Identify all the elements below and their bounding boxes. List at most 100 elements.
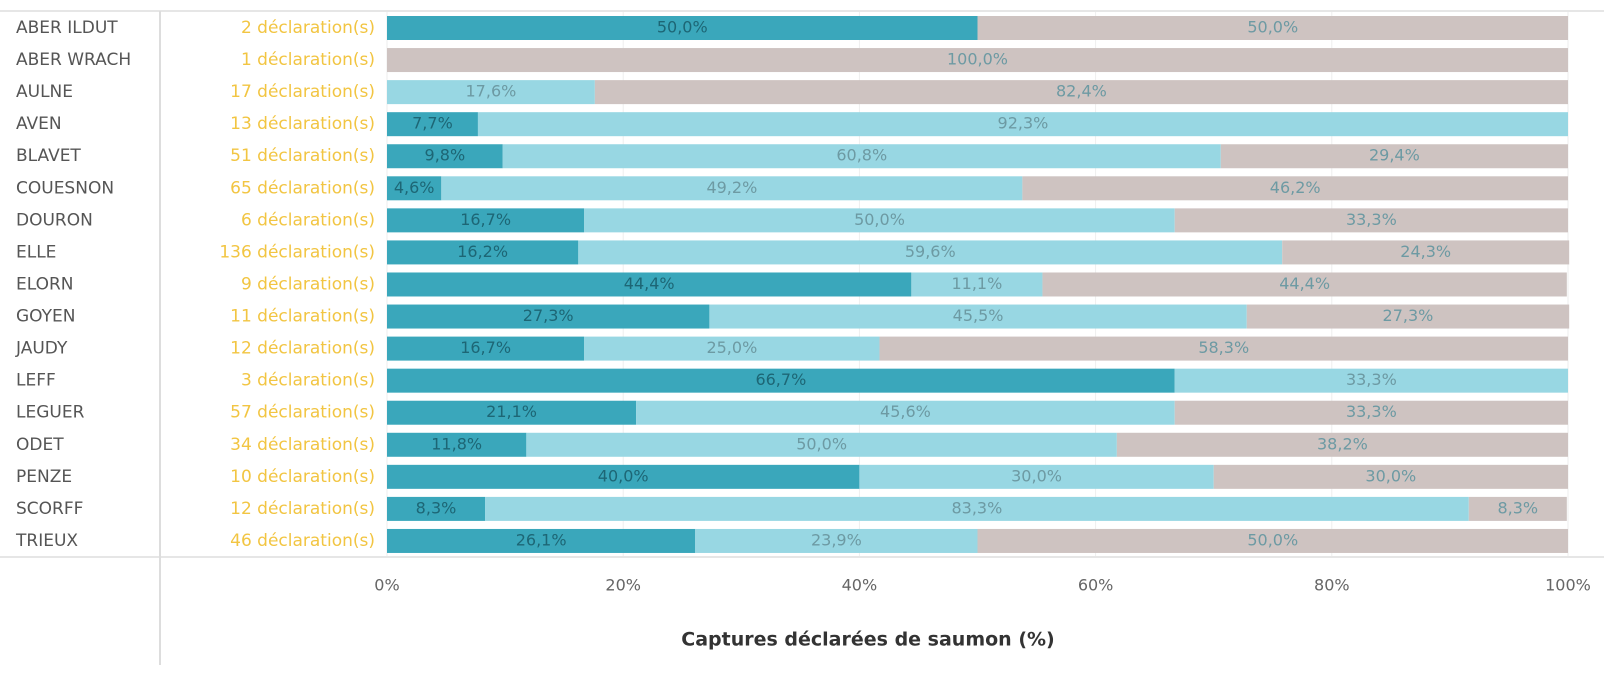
value-label: 66,7% — [755, 370, 806, 389]
value-label: 24,3% — [1400, 242, 1451, 261]
row-label: 13 déclaration(s) — [230, 114, 375, 134]
category-label: GOYEN — [16, 307, 75, 327]
row-label: 46 déclaration(s) — [230, 531, 375, 551]
bar-segment — [695, 528, 978, 553]
category-label: JAUDY — [15, 339, 68, 359]
row-label: 11 déclaration(s) — [230, 307, 375, 327]
value-label: 100,0% — [947, 50, 1008, 69]
value-label: 46,2% — [1270, 178, 1321, 197]
bar-segment — [387, 464, 860, 489]
value-label: 21,1% — [486, 402, 537, 421]
value-label: 92,3% — [998, 114, 1049, 133]
bar-segment — [387, 240, 579, 265]
category-label: AVEN — [16, 114, 62, 134]
value-label: 30,0% — [1011, 466, 1062, 485]
bar-segment — [1174, 208, 1568, 233]
row-label: 9 déclaration(s) — [241, 274, 375, 294]
category-label: LEFF — [16, 371, 56, 391]
bar-segment — [387, 144, 503, 169]
bar-segment — [485, 496, 1469, 521]
bar-segment — [1022, 176, 1568, 201]
row-label: 65 déclaration(s) — [230, 178, 375, 198]
value-label: 82,4% — [1056, 82, 1107, 101]
x-tick-label: 80% — [1314, 576, 1350, 595]
value-label: 17,6% — [466, 82, 517, 101]
category-label: ELLE — [16, 242, 56, 262]
bar-segment — [1282, 240, 1570, 265]
value-label: 33,3% — [1346, 402, 1397, 421]
row-label: 6 déclaration(s) — [241, 210, 375, 230]
value-label: 16,7% — [460, 338, 511, 357]
bar-segment — [387, 80, 595, 105]
value-label: 26,1% — [516, 530, 567, 549]
bar-segment — [441, 176, 1023, 201]
value-label: 50,0% — [657, 18, 708, 37]
category-label: ABER ILDUT — [16, 18, 118, 38]
bar-segment — [859, 464, 1214, 489]
row-label: 34 déclaration(s) — [230, 435, 375, 455]
row-label: 136 déclaration(s) — [219, 242, 375, 262]
bar-segment — [1213, 464, 1568, 489]
row-label: 1 déclaration(s) — [241, 50, 375, 70]
value-label: 8,3% — [1497, 498, 1538, 517]
value-label: 44,4% — [624, 274, 675, 293]
category-label: COUESNON — [16, 178, 114, 198]
bar-segment — [387, 16, 978, 40]
value-label: 40,0% — [598, 466, 649, 485]
bar-segment — [1174, 368, 1568, 393]
category-label: SCORFF — [16, 499, 83, 519]
row-label: 17 déclaration(s) — [230, 82, 375, 102]
row-label: 51 déclaration(s) — [230, 146, 375, 166]
value-label: 9,8% — [425, 146, 466, 165]
value-label: 23,9% — [811, 530, 862, 549]
value-label: 49,2% — [706, 178, 757, 197]
x-tick-label: 20% — [605, 576, 641, 595]
bar-segment — [584, 336, 880, 361]
value-label: 50,0% — [854, 210, 905, 229]
value-label: 33,3% — [1346, 210, 1397, 229]
value-label: 50,0% — [1247, 18, 1298, 37]
bar-segment — [387, 272, 912, 297]
bar-segment — [977, 16, 1568, 40]
bar-segment — [1042, 272, 1567, 297]
value-label: 44,4% — [1279, 274, 1330, 293]
row-label: 2 déclaration(s) — [241, 18, 375, 38]
value-label: 38,2% — [1317, 434, 1368, 453]
row-label: 3 déclaration(s) — [241, 371, 375, 391]
bar-segment — [387, 112, 478, 137]
category-label: LEGUER — [16, 403, 85, 423]
value-label: 7,7% — [412, 114, 453, 133]
category-label: AULNE — [16, 82, 73, 102]
value-label: 50,0% — [796, 434, 847, 453]
value-label: 8,3% — [416, 498, 457, 517]
bar-segment — [502, 144, 1221, 169]
value-label: 45,5% — [953, 306, 1004, 325]
bar-segment — [1116, 432, 1568, 457]
bar-segment — [1468, 496, 1567, 521]
bar-segment — [387, 336, 585, 361]
bar-segment — [1174, 400, 1568, 425]
bar-segment — [387, 496, 486, 521]
value-label: 16,7% — [460, 210, 511, 229]
value-label: 58,3% — [1198, 338, 1249, 357]
bar-segment — [387, 400, 637, 425]
bar-segment — [578, 240, 1283, 265]
x-tick-label: 0% — [374, 576, 399, 595]
value-label: 59,6% — [905, 242, 956, 261]
bar-segment — [477, 112, 1568, 137]
value-label: 60,8% — [836, 146, 887, 165]
row-label: 12 déclaration(s) — [230, 499, 375, 519]
x-axis-label: Captures déclarées de saumon (%) — [681, 629, 1054, 651]
bar-segment — [1220, 144, 1568, 169]
category-label: PENZE — [16, 467, 72, 487]
category-label: TRIEUX — [15, 531, 78, 551]
value-label: 16,2% — [457, 242, 508, 261]
bar-segment — [977, 528, 1568, 553]
bar-segment — [584, 208, 1175, 233]
bar-segment — [387, 528, 696, 553]
value-label: 50,0% — [1247, 530, 1298, 549]
bar-segment — [911, 272, 1043, 297]
bar-segment — [387, 208, 585, 233]
